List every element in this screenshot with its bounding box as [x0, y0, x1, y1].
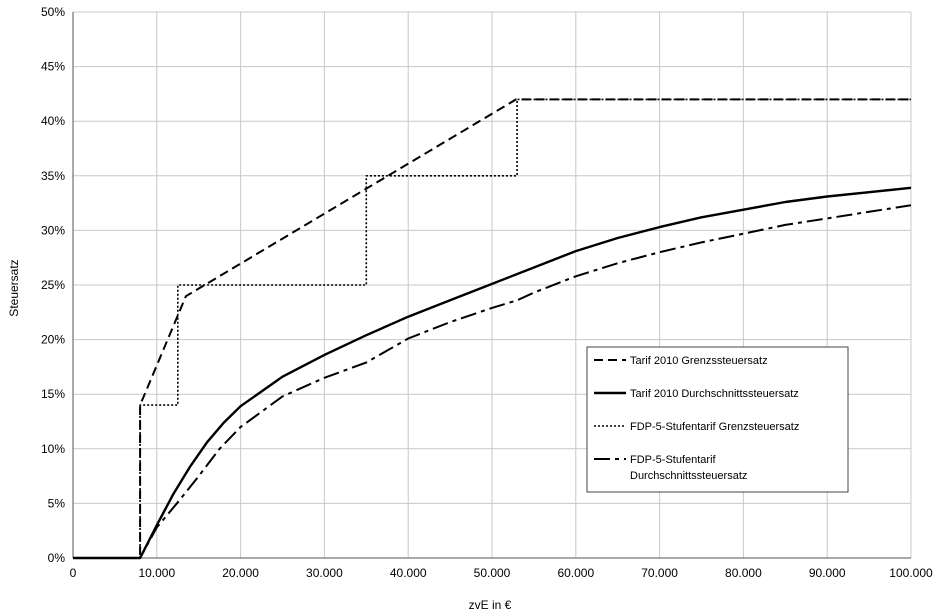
legend-label-2: FDP-5-Stufentarif Grenzsteuersatz: [630, 421, 799, 433]
x-tick-label: 50.000: [474, 566, 511, 580]
x-tick-label: 90.000: [809, 566, 846, 580]
x-axis-title: zvE in €: [469, 598, 512, 612]
y-tick-label: 0%: [48, 551, 66, 565]
y-tick-label: 10%: [41, 442, 65, 456]
x-tick-label: 60.000: [557, 566, 594, 580]
y-tick-label: 40%: [41, 114, 65, 128]
y-tick-label: 50%: [41, 5, 65, 19]
x-tick-label: 20.000: [222, 566, 259, 580]
chart-axes: [72, 12, 911, 559]
legend-label-0: Tarif 2010 Grenzssteuersatz: [630, 355, 768, 367]
y-tick-label: 25%: [41, 278, 65, 292]
legend-label-3: FDP-5-Stufentarif: [630, 454, 717, 466]
series-line-0: [73, 98, 911, 559]
legend-label-1: Tarif 2010 Durchschnittssteuersatz: [630, 388, 799, 400]
y-axis-title: Steuersatz: [7, 259, 21, 316]
series-line-1: [73, 186, 912, 560]
legend-box: [586, 346, 849, 493]
y-tick-label: 45%: [41, 60, 65, 74]
chart-legend: Tarif 2010 Grenzssteuersatz Tarif 2010 Du…: [586, 346, 849, 493]
y-tick-label: 30%: [41, 223, 65, 237]
x-tick-label: 10.000: [138, 566, 175, 580]
chart-tick-labels: 0% 5% 10% 15% 20% 25% 30% 35% 40% 45% 50% 0 10.000 20…: [41, 5, 933, 580]
x-tick-label: 70.000: [641, 566, 678, 580]
y-tick-label: 35%: [41, 169, 65, 183]
legend-label-3: Durchschnittssteuersatz: [630, 470, 747, 482]
x-tick-label: 100.000: [889, 566, 933, 580]
y-tick-label: 20%: [41, 333, 65, 347]
x-tick-label: 40.000: [390, 566, 427, 580]
x-tick-label: 30.000: [306, 566, 343, 580]
x-tick-label: 0: [70, 566, 77, 580]
y-tick-label: 15%: [41, 387, 65, 401]
y-tick-label: 5%: [48, 496, 66, 510]
series-line-2: [139, 98, 911, 558]
x-tick-label: 80.000: [725, 566, 762, 580]
chart-series: [73, 98, 912, 560]
series-line-3: [73, 204, 912, 559]
